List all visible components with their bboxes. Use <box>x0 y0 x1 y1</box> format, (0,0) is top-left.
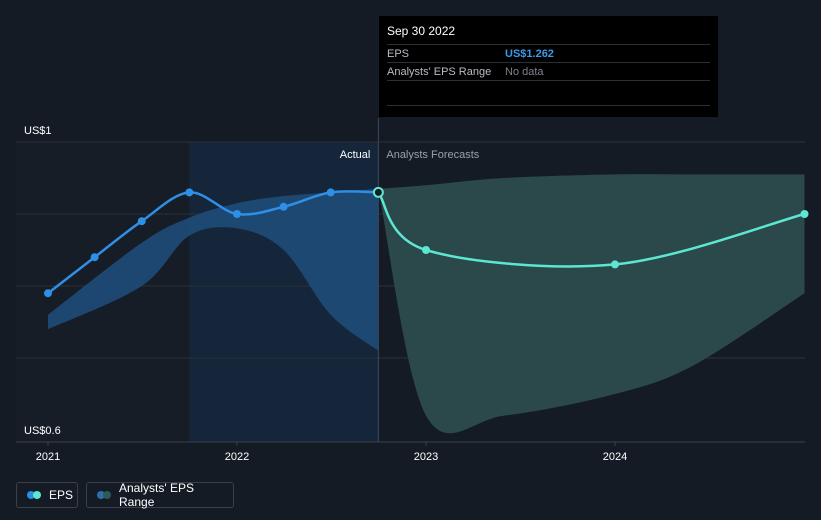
tooltip-range-label: Analysts' EPS Range <box>387 65 492 78</box>
legend-item-eps[interactable]: EPS <box>16 482 78 508</box>
y-tick-label-1: US$0.6 <box>24 425 61 437</box>
x-tick-label-1: 2022 <box>225 451 249 463</box>
eps-point-actual-3 <box>185 188 194 197</box>
eps-point-actual-1 <box>90 253 99 262</box>
range-band-forecast <box>378 174 805 434</box>
x-tick-label-3: 2024 <box>603 451 627 463</box>
tooltip-eps-label: EPS <box>387 47 410 60</box>
eps-legend-icon <box>27 491 41 499</box>
tooltip: Sep 30 2022 EPS US$1.262 Analysts' EPS R… <box>379 16 718 117</box>
forecast-label: Analysts Forecasts <box>386 149 479 161</box>
eps-point-current <box>372 186 384 198</box>
range-band-past <box>48 188 379 351</box>
legend-label-eps: EPS <box>49 488 74 502</box>
x-tick-label-2: 2023 <box>414 451 438 463</box>
eps-point-actual-5 <box>279 202 288 211</box>
x-tick-label-0: 2021 <box>36 451 60 463</box>
eps-line-forecast <box>377 191 805 268</box>
tooltip-eps-row: EPS US$1.262 <box>387 44 710 62</box>
legend-label-range: Analysts' EPS Range <box>119 481 194 509</box>
eps-point-actual-6 <box>326 188 335 197</box>
tooltip-range-row: Analysts' EPS Range No data <box>387 62 710 81</box>
eps-point-actual-4 <box>233 210 241 218</box>
actual-label: Actual <box>340 149 371 161</box>
tooltip-spacer <box>387 81 710 106</box>
tooltip-eps-value: US$1.262 <box>505 47 554 60</box>
eps-point-actual-2 <box>137 217 146 226</box>
eps-point-forecast-2 <box>611 260 619 269</box>
eps-point-forecast-3 <box>800 210 809 218</box>
eps-point-forecast-1 <box>422 246 430 254</box>
eps-line-actual <box>47 190 379 295</box>
tooltip-date: Sep 30 2022 <box>387 24 456 38</box>
range-legend-icon <box>97 491 111 499</box>
legend-item-range[interactable]: Analysts' EPS Range <box>86 481 234 509</box>
eps-point-actual-0 <box>44 289 52 298</box>
tooltip-range-value: No data <box>505 65 544 78</box>
y-tick-label-0: US$1 <box>24 125 52 137</box>
